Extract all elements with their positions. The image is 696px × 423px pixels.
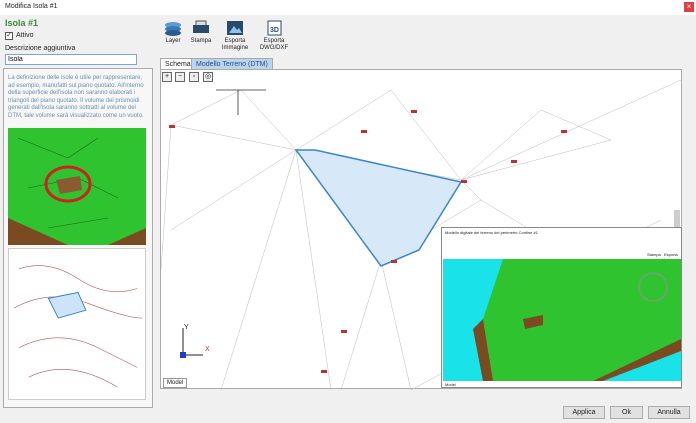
attivo-label: Attivo (16, 32, 34, 39)
toolbar-esporta-dwg[interactable]: 3D Esporta DWG/DXF (256, 20, 292, 52)
dtm-example-image (8, 128, 146, 245)
stampa-label: Stampa (190, 38, 212, 44)
info-text: La definizione delle isole è utile per r… (8, 75, 144, 119)
description-label: Descrizione aggiuntiva (5, 45, 76, 52)
inset-model-tab[interactable]: Model (445, 382, 456, 387)
zoom-window-button[interactable]: ▫ (189, 72, 199, 82)
3d-file-icon: 3D (267, 20, 282, 36)
attivo-checkbox[interactable]: ✓ (5, 32, 13, 40)
applica-button[interactable]: Applica (563, 406, 605, 419)
zoom-extents-button[interactable]: ◎ (203, 72, 213, 82)
dtm-preview-window: Modello digitale del terreno del perimet… (441, 227, 682, 388)
axis-x-label: X (205, 346, 210, 353)
inset-title: Modello digitale del terreno del perimet… (445, 230, 538, 235)
toolbar-esporta-immagine[interactable]: Esporta Immagine (217, 20, 253, 52)
contour-example-image (8, 248, 146, 400)
zoom-in-button[interactable]: + (162, 72, 172, 82)
esporta-immagine-label: Esporta Immagine (221, 38, 249, 51)
scrollbar[interactable] (674, 210, 680, 230)
inset-stampa[interactable]: Stampa (647, 252, 661, 257)
esporta-dwg-label: Esporta DWG/DXF (259, 38, 289, 51)
layers-icon (165, 22, 181, 36)
image-icon (227, 21, 243, 35)
toolbar-layer[interactable]: Layer (155, 20, 191, 45)
dtm-3d-view (443, 259, 681, 381)
zoom-out-button[interactable]: − (175, 72, 185, 82)
window-title: Modifica Isola #1 (5, 3, 58, 10)
island-heading: Isola #1 (5, 18, 39, 28)
printer-icon (193, 20, 209, 33)
model-tab[interactable]: Model (163, 378, 188, 388)
title-bar (0, 0, 696, 15)
tab-dtm[interactable]: Modello Terreno (DTM) (191, 58, 273, 69)
toolbar-stampa[interactable]: Stampa (183, 20, 219, 45)
ok-button[interactable]: Ok (610, 406, 643, 419)
layer-label: Layer (165, 38, 181, 44)
svg-text:3D: 3D (270, 27, 279, 34)
annulla-button[interactable]: Annulla (648, 406, 690, 419)
description-input[interactable] (5, 54, 137, 65)
close-button[interactable]: × (684, 2, 694, 12)
axis-y-label: Y (184, 324, 189, 331)
